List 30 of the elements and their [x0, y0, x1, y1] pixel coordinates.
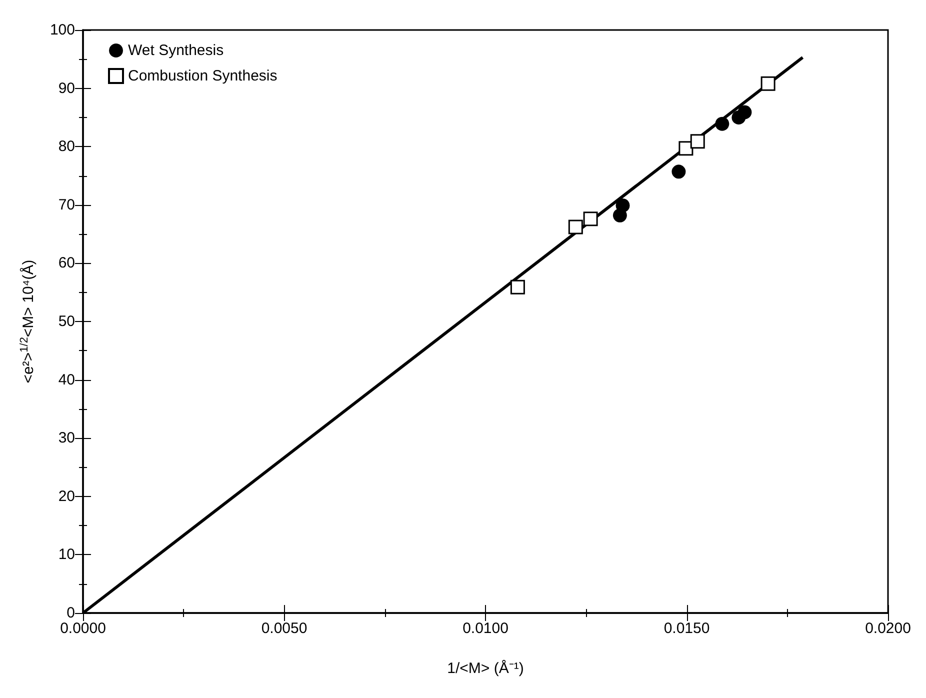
point	[583, 212, 598, 226]
legend-label: Wet Synthesis	[128, 42, 224, 59]
y-tick-label: 0	[66, 604, 75, 622]
y-tick-label: 40	[58, 371, 75, 388]
y-tick-label: 60	[58, 254, 75, 272]
x-tick-label: 0.0000	[60, 620, 106, 637]
y-tick-label: 70	[58, 196, 75, 214]
x-tick-label: 0.0150	[664, 620, 710, 637]
point	[672, 164, 686, 179]
y-axis-title: <e²>1/2<M> 10⁴(Å)	[18, 260, 37, 384]
point	[510, 280, 525, 294]
point	[616, 198, 630, 212]
x-tick-label: 0.0200	[865, 620, 911, 637]
legend-label: Combustion Synthesis	[128, 68, 278, 84]
y-tick-label: 30	[58, 430, 75, 447]
y-tick-label: 10	[58, 546, 75, 564]
y-tick-label: 80	[58, 138, 75, 156]
point	[690, 134, 705, 149]
point	[715, 116, 730, 131]
x-tick-label: 0.0050	[261, 620, 308, 637]
point	[760, 76, 776, 91]
x-axis-title: 1/<M> (Å⁻¹)	[447, 659, 524, 677]
point	[738, 105, 752, 120]
y-tick-label: 90	[58, 80, 75, 97]
x-tick-label: 0.0100	[462, 620, 508, 637]
y-tick-label: 50	[58, 313, 75, 330]
point	[678, 141, 694, 156]
y-tick-label: 20	[58, 488, 75, 505]
point	[568, 220, 583, 234]
y-tick-label: 100	[50, 22, 75, 38]
